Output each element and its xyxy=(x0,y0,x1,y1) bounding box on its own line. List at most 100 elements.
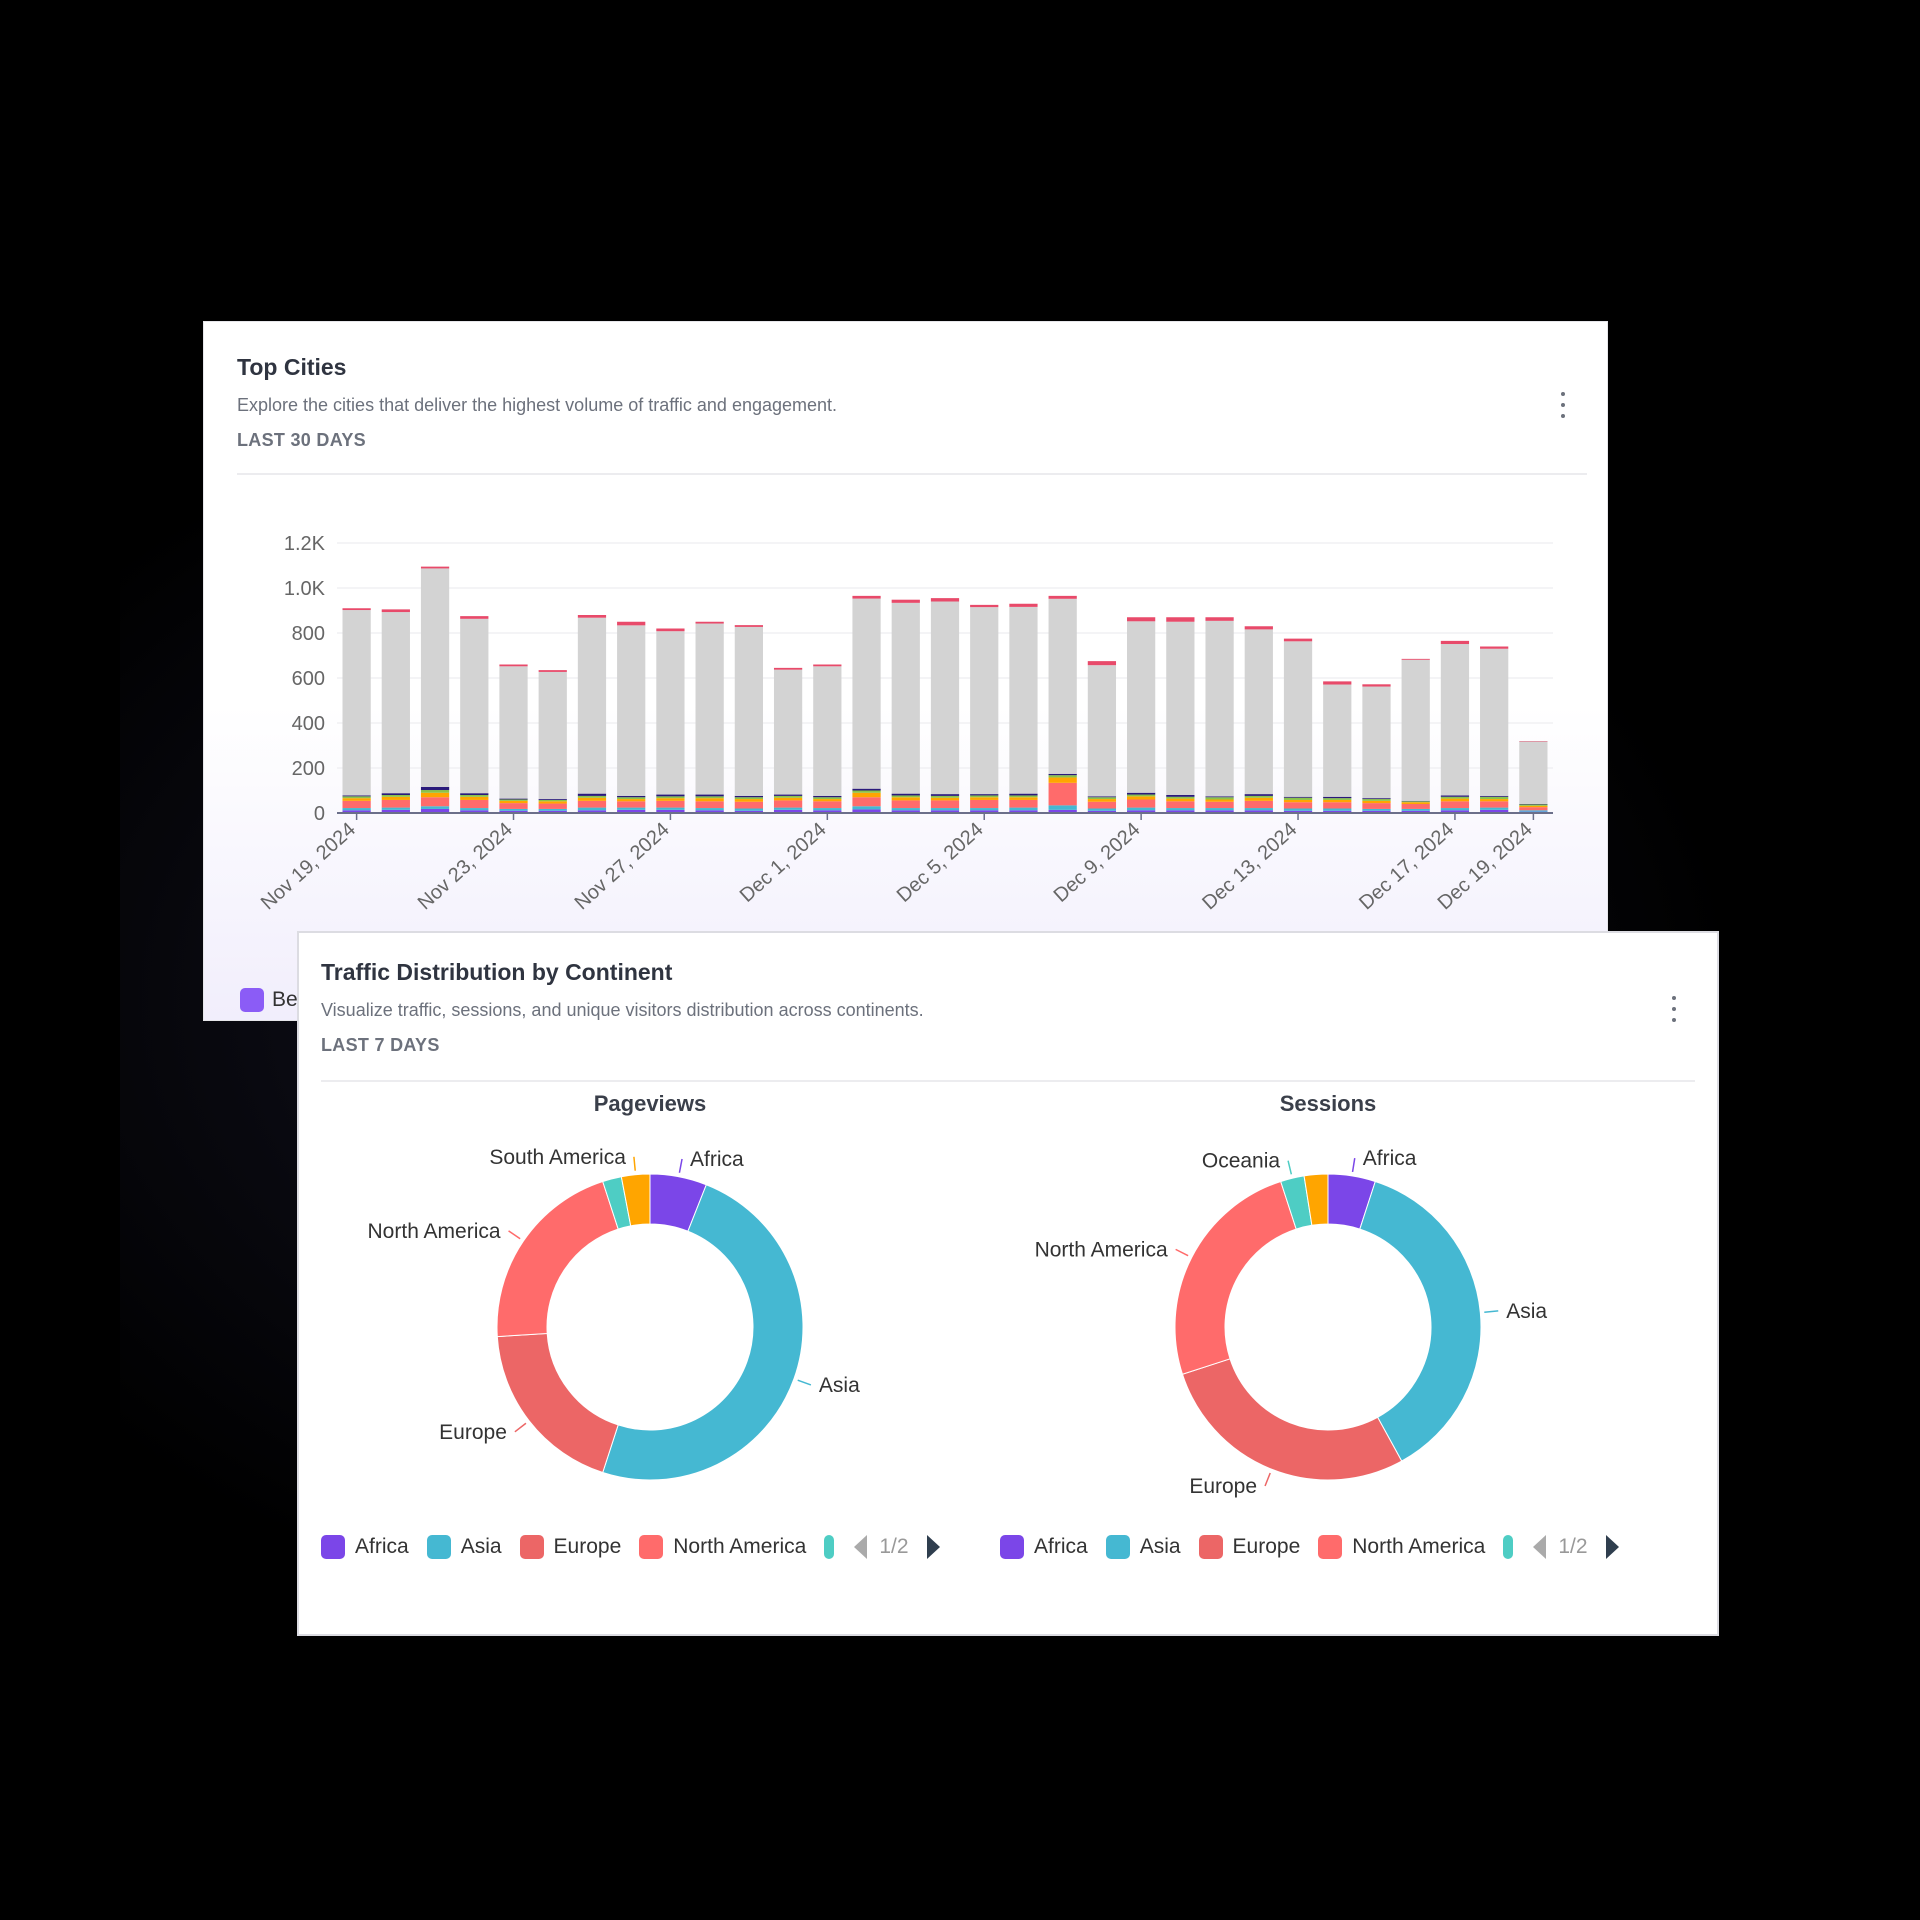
bar-segment xyxy=(930,797,960,801)
bar-segment xyxy=(656,631,685,795)
bar-segment xyxy=(1048,773,1077,776)
bar-segment xyxy=(499,798,528,800)
more-options-icon[interactable] xyxy=(1560,392,1566,418)
slice-label: Oceania xyxy=(1202,1150,1281,1173)
legend-item-asia[interactable]: Asia xyxy=(426,1535,502,1559)
bar-segment xyxy=(852,792,881,798)
bar-segment xyxy=(1087,808,1117,811)
legend-item[interactable]: Be xyxy=(240,988,298,1012)
card-subtitle: Explore the cities that deliver the high… xyxy=(237,395,838,415)
bar-segment xyxy=(1401,808,1430,811)
bar-segment xyxy=(970,794,999,796)
bar-segment xyxy=(1283,810,1313,813)
donut-slice xyxy=(496,1180,619,1338)
donut-slice xyxy=(602,1184,804,1481)
slice-label: Asia xyxy=(1506,1300,1547,1323)
bar-segment xyxy=(1283,641,1313,797)
bar-segment xyxy=(617,625,646,796)
more-options-icon[interactable] xyxy=(1671,996,1677,1022)
x-tick-label: Nov 27, 2024 xyxy=(571,818,674,914)
bar-segment xyxy=(1440,795,1470,797)
prev-page-icon[interactable] xyxy=(1533,1535,1547,1559)
bar-segment xyxy=(656,628,685,632)
bar-segment xyxy=(460,808,489,811)
bar-segment xyxy=(1244,808,1273,811)
bar-segment xyxy=(1283,799,1313,803)
bar-segment xyxy=(656,800,685,808)
bar-segment xyxy=(1480,799,1509,802)
legend-item-europe[interactable]: Europe xyxy=(519,1535,621,1559)
bar-segment xyxy=(1244,797,1273,801)
donut-slice xyxy=(1174,1180,1297,1375)
bar-segment xyxy=(1048,775,1077,778)
bar-segment xyxy=(656,809,685,813)
bar-segment xyxy=(381,799,410,808)
bar-segment xyxy=(1480,796,1509,800)
bar-segment xyxy=(891,810,920,813)
bar-segment xyxy=(813,810,842,813)
slice-label: Africa xyxy=(1363,1147,1417,1170)
legend-item-europe[interactable]: Europe xyxy=(1198,1535,1300,1559)
legend-label: Asia xyxy=(460,1535,502,1558)
bar-segment xyxy=(1048,809,1077,813)
bar-segment xyxy=(852,797,881,807)
legend-item-africa[interactable]: Africa xyxy=(321,1535,409,1559)
bar-segment xyxy=(342,810,371,813)
bar-segment xyxy=(1009,799,1038,808)
legend-item-north-america[interactable]: North America xyxy=(639,1535,806,1559)
bar-segment xyxy=(499,799,528,801)
bar-segment xyxy=(1048,805,1077,810)
bar-segment xyxy=(656,807,685,810)
slice-label: Europe xyxy=(439,1421,507,1444)
donut-title: Sessions xyxy=(1280,1091,1377,1116)
x-tick-label: Nov 23, 2024 xyxy=(414,818,517,914)
bar-segment xyxy=(1166,796,1195,799)
divider xyxy=(321,1080,1695,1082)
next-page-icon[interactable] xyxy=(926,1535,940,1559)
bar-segment xyxy=(1127,807,1156,811)
legend-swatch xyxy=(1198,1535,1223,1559)
legend-item-asia[interactable]: Asia xyxy=(1105,1535,1181,1559)
bar-segment xyxy=(381,807,410,810)
bar-segment xyxy=(420,806,450,809)
sessions-legend: Africa Asia Europe North America 1/2 xyxy=(1000,1535,1619,1559)
bar-segment xyxy=(1323,798,1352,800)
bar-segment xyxy=(460,616,489,619)
bar-segment xyxy=(499,810,528,813)
bar-segment xyxy=(1127,796,1156,800)
legend-item-africa[interactable]: Africa xyxy=(1000,1535,1088,1559)
bar-segment xyxy=(381,796,410,800)
bar-segment xyxy=(1244,795,1273,798)
legend-item-north-america[interactable]: North America xyxy=(1318,1535,1485,1559)
prev-page-icon[interactable] xyxy=(854,1535,868,1559)
card-title: Top Cities xyxy=(237,354,347,380)
donut-slice xyxy=(620,1173,651,1227)
bar-segment xyxy=(970,604,999,608)
bar-segment xyxy=(1362,810,1391,813)
bar-segment xyxy=(970,797,999,800)
bar-segment xyxy=(1362,799,1391,801)
bar-segment xyxy=(891,795,920,798)
bar-segment xyxy=(1244,629,1273,795)
bar-segment xyxy=(1401,801,1430,803)
bar-segment xyxy=(970,808,999,811)
bar-segment xyxy=(1087,799,1117,802)
bar-segment xyxy=(1009,603,1038,607)
bar-segment xyxy=(1323,802,1352,809)
bar-segment xyxy=(1440,640,1470,645)
bar-segment xyxy=(577,793,607,796)
bar-segment xyxy=(1009,797,1038,800)
bar-segment xyxy=(1087,801,1117,809)
bar-segment xyxy=(1244,794,1273,796)
bar-segment xyxy=(1048,777,1077,783)
bar-segment xyxy=(538,803,567,809)
bar-segment xyxy=(813,666,842,796)
legend-swatch xyxy=(1000,1535,1024,1559)
bar-segment xyxy=(617,795,646,798)
bar-segment xyxy=(617,799,646,802)
bar-segment xyxy=(1048,595,1077,599)
slice-label: North America xyxy=(368,1220,501,1243)
bar-segment xyxy=(1283,808,1313,811)
bar-segment xyxy=(1401,804,1430,809)
next-page-icon[interactable] xyxy=(1605,1535,1619,1559)
